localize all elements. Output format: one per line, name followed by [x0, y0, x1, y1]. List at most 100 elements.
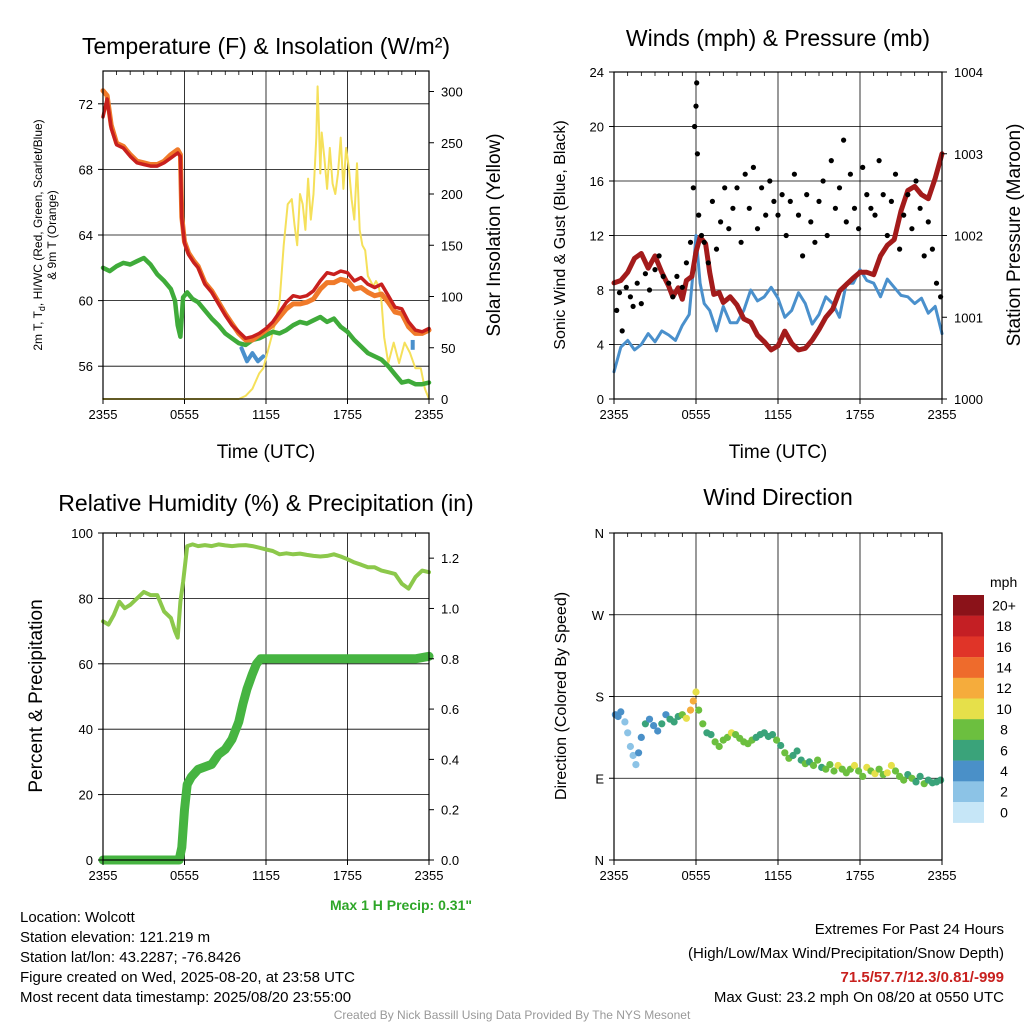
wdir-xtick-label: 1155: [764, 868, 792, 883]
wdir-ytick-label: S: [595, 690, 604, 705]
winds-ytick-right-label: 1001: [954, 310, 983, 325]
direction-point: [793, 747, 801, 755]
gust-point: [917, 205, 923, 211]
temp-ytick-right-label: 100: [441, 290, 463, 305]
direction-point: [658, 720, 666, 728]
temp-ylabel-right: Solar Insolation (Yellow): [484, 133, 505, 336]
direction-point: [900, 776, 908, 784]
gust-point: [921, 253, 927, 259]
gust-point: [666, 280, 672, 286]
temp-xtick-label: 0555: [170, 407, 199, 422]
temp-ytick-right-label: 250: [441, 136, 463, 151]
rh-ticks: 2355 0555 1155 1755 23550204060801000.00.20.…: [71, 526, 459, 883]
legend-swatch: [953, 595, 984, 616]
temp-xlabel: Time (UTC): [217, 442, 316, 463]
gust-point: [742, 171, 748, 177]
info-created: Figure created on Wed, 2025-08-20, at 23…: [20, 969, 355, 986]
legend-swatch: [953, 657, 984, 678]
winds-ytick-right-label: 1002: [954, 229, 983, 244]
winds-xtick-label: 2355: [600, 407, 629, 422]
temp-xtick-label: 1755: [333, 407, 362, 422]
wdir-ytick-label: E: [595, 771, 604, 786]
wdir-grid: [614, 533, 942, 860]
gust-point: [709, 198, 716, 204]
legend-swatch: [953, 739, 984, 761]
credit-line: Created By Nick Bassill Using Data Provi…: [334, 1008, 691, 1022]
direction-point: [686, 706, 695, 714]
rh-ytick-right-label: 0.8: [441, 652, 459, 667]
temp-ytick-right-label: 50: [441, 341, 455, 356]
gust-point: [674, 273, 680, 279]
legend-label: 10: [996, 701, 1012, 717]
windchill-line: [239, 346, 266, 364]
rh-ytick-label: 40: [79, 722, 93, 737]
gust-point: [630, 303, 636, 309]
legend-label: 14: [996, 660, 1012, 676]
gust-point: [783, 232, 789, 239]
gust-point: [888, 198, 895, 204]
info-latlon: Station lat/lon: 43.2287; -76.8426: [20, 949, 241, 966]
temp-ylabel-left-line2: & 9m T (Orange): [45, 190, 59, 280]
solar-insolation-line: [102, 85, 430, 400]
gust-point: [660, 273, 666, 279]
rh-ytick-right-label: 0.6: [441, 702, 459, 717]
gust-point: [856, 226, 862, 232]
winds-ytick-label: 8: [597, 283, 604, 298]
wdir-title: Wind Direction: [703, 484, 853, 510]
winds-xtick-label: 1155: [764, 407, 792, 422]
precipitation-line: [98, 651, 434, 865]
gust-point: [804, 192, 810, 198]
rh-ytick-label: 100: [71, 526, 93, 541]
gust-point: [730, 205, 736, 211]
gust-point: [847, 171, 854, 177]
temp-ylabel-left: 2m T, Td, HI/WC (Red, Green, Scarlet/Blu…: [31, 119, 47, 350]
winds-xlabel: Time (UTC): [729, 442, 828, 463]
winds-ytick-label: 16: [590, 174, 604, 189]
extremes-heading: Extremes For Past 24 Hours: [815, 921, 1004, 938]
winds-ytick-right-label: 1000: [954, 392, 983, 407]
gust-point: [722, 185, 728, 191]
legend-swatch: [953, 636, 984, 658]
winds-xtick-label: 0555: [682, 407, 711, 422]
direction-point: [632, 761, 640, 769]
direction-point: [859, 772, 867, 781]
legend-label: 6: [1000, 742, 1008, 758]
direction-point: [695, 706, 703, 714]
gust-point: [812, 239, 818, 245]
rh-ytick-right-label: 0.0: [441, 853, 459, 868]
gust-point: [872, 212, 878, 218]
direction-point: [689, 697, 697, 705]
gust-point: [698, 232, 705, 239]
legend-label: 18: [996, 618, 1012, 634]
winds-ytick-label: 24: [590, 65, 604, 80]
direction-point: [629, 751, 637, 760]
winds-title: Winds (mph) & Pressure (mb): [626, 25, 930, 51]
legend-swatch: [953, 677, 984, 699]
temp-ytick-label: 72: [79, 97, 93, 112]
station-pressure-line: [611, 151, 945, 353]
gust-point: [880, 192, 886, 198]
extremes-values: 71.5/57.7/12.3/0.81/-999: [841, 969, 1004, 986]
temp-ytick-right-label: 150: [441, 238, 463, 253]
direction-point: [781, 749, 789, 757]
winds-ticks: 2355 0555 1155 1755 235504812162024100010011…: [590, 65, 983, 422]
gust-point: [800, 253, 806, 259]
direction-point: [883, 769, 891, 777]
direction-point: [711, 738, 719, 746]
temp-ytick-right-label: 300: [441, 85, 463, 100]
rh-ylabel-left: Percent & Precipitation: [26, 599, 47, 792]
direction-point: [830, 767, 838, 775]
wdir-series: [611, 688, 945, 788]
winds-ytick-label: 12: [590, 229, 604, 244]
sonic-wind-line: [612, 234, 944, 374]
wdir-ytick-label: W: [592, 608, 605, 623]
legend-swatch: [953, 615, 984, 637]
rh-xtick-label: 0555: [170, 868, 199, 883]
gust-point: [616, 290, 623, 296]
temp-ytick-label: 64: [79, 228, 93, 243]
temp-panel: Temperature (F) & Insolation (W/m²) 2355…: [31, 33, 505, 463]
winds-ylabel-right: Station Pressure (Maroon): [1004, 124, 1024, 347]
temp-xtick-label: 2355: [89, 407, 118, 422]
gust-point: [759, 185, 765, 191]
